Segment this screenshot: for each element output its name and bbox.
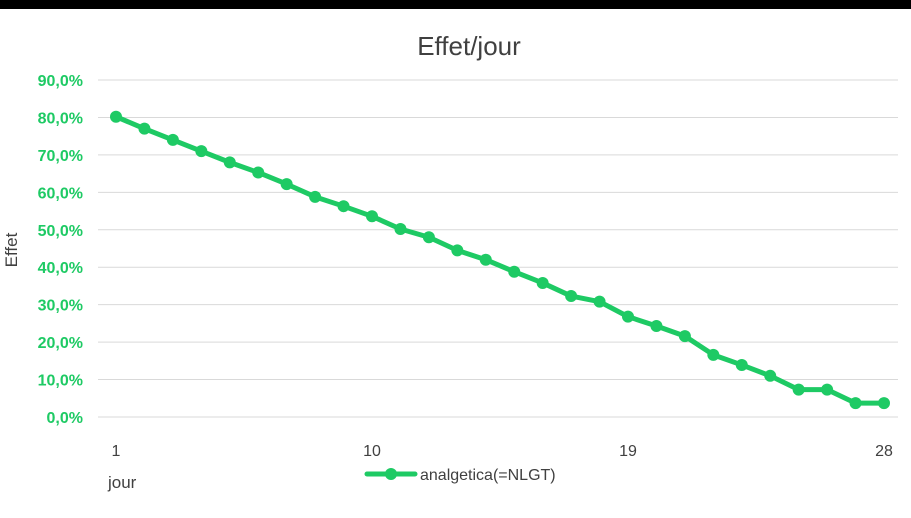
y-axis-label: Effet — [2, 232, 21, 267]
y-tick-label: 60,0% — [38, 185, 83, 202]
gridlines — [98, 79, 898, 418]
top-border-bar — [0, 0, 911, 9]
data-point — [280, 178, 293, 191]
y-tick-label: 70,0% — [38, 148, 83, 165]
y-tick-label: 10,0% — [38, 373, 83, 390]
series-line — [113, 114, 887, 406]
y-tick-label: 80,0% — [38, 110, 83, 127]
y-tick-label: 0,0% — [47, 410, 83, 427]
x-tick-label: 28 — [875, 443, 893, 460]
data-point — [337, 200, 350, 213]
y-tick-labels: 0,0% 10,0% 20,0% 30,0% 40,0% 50,0% 60,0% 70,0% 8… — [38, 73, 83, 427]
data-point — [394, 223, 407, 236]
y-tick-label: 20,0% — [38, 335, 83, 352]
data-point — [252, 166, 265, 179]
x-axis-label: jour — [107, 473, 137, 492]
data-point — [593, 295, 606, 308]
data-point — [309, 190, 322, 203]
x-tick-label: 19 — [619, 443, 637, 460]
data-point — [878, 397, 890, 410]
data-point — [764, 369, 777, 382]
data-point — [821, 383, 834, 396]
x-tick-label: 1 — [112, 443, 121, 460]
chart-title: Effet/jour — [417, 31, 521, 61]
legend-label: analgetica(=NLGT) — [420, 467, 556, 484]
data-point — [650, 320, 663, 333]
data-point — [849, 397, 862, 410]
data-point — [735, 358, 748, 371]
data-point — [138, 122, 151, 135]
data-point — [166, 133, 179, 146]
data-point — [508, 265, 521, 278]
data-point — [536, 276, 549, 289]
legend-marker-swatch — [385, 468, 397, 480]
legend: analgetica(=NLGT) — [364, 467, 556, 484]
data-point — [479, 253, 492, 266]
y-tick-label: 40,0% — [38, 260, 83, 277]
data-point — [110, 110, 122, 123]
data-point — [366, 210, 378, 223]
series-group — [110, 110, 890, 410]
y-tick-label: 50,0% — [38, 223, 83, 240]
data-point — [195, 145, 208, 158]
y-tick-label: 90,0% — [38, 73, 83, 90]
x-tick-label: 10 — [363, 443, 381, 460]
data-point — [565, 290, 578, 303]
data-point — [792, 383, 805, 396]
y-tick-label: 30,0% — [38, 298, 83, 315]
data-point — [678, 330, 691, 343]
data-point — [451, 244, 464, 257]
data-point — [422, 231, 435, 244]
x-tick-labels: 1 10 19 28 — [112, 443, 893, 460]
data-point — [707, 348, 720, 361]
data-point — [622, 310, 634, 323]
data-point — [223, 156, 236, 169]
